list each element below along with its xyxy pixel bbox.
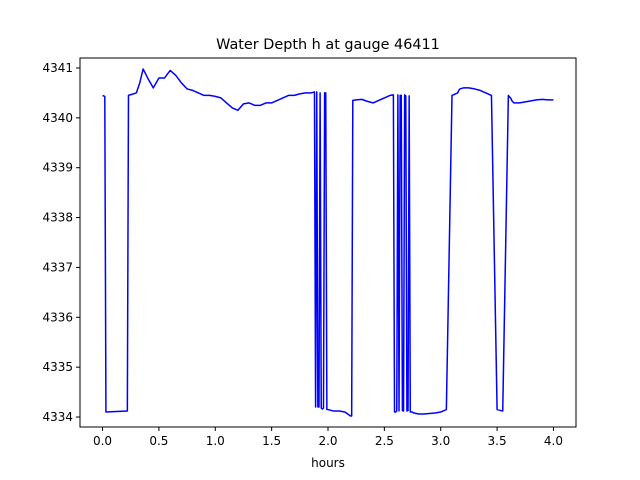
x-tick-label: 4.0 xyxy=(544,434,563,448)
x-axis-label: hours xyxy=(311,456,345,470)
x-tick-label: 2.5 xyxy=(375,434,394,448)
y-tick-label: 4337 xyxy=(42,260,73,274)
y-tick-label: 4339 xyxy=(42,161,73,175)
chart-title: Water Depth h at gauge 46411 xyxy=(216,37,440,53)
x-tick-label: 0.0 xyxy=(93,434,112,448)
x-tick-label: 3.5 xyxy=(488,434,507,448)
y-axis: 4334 4335 4336 4337 4338 4339 4340 4341 xyxy=(42,61,80,424)
y-tick-label: 4335 xyxy=(42,360,73,374)
y-tick-label: 4334 xyxy=(42,410,73,424)
x-tick-label: 0.5 xyxy=(149,434,168,448)
series-line-0 xyxy=(102,68,554,417)
x-tick-label: 1.0 xyxy=(206,434,225,448)
x-tick-label: 2.0 xyxy=(318,434,337,448)
x-tick-label: 3.0 xyxy=(431,434,450,448)
y-tick-label: 4336 xyxy=(42,310,73,324)
y-tick-label: 4341 xyxy=(42,61,73,75)
y-tick-label: 4338 xyxy=(42,211,73,225)
y-tick-label: 4340 xyxy=(42,111,73,125)
x-axis: 0.0 0.5 1.0 1.5 2.0 2.5 3.0 3.5 4.0 xyxy=(93,427,563,448)
x-tick-label: 1.5 xyxy=(262,434,281,448)
